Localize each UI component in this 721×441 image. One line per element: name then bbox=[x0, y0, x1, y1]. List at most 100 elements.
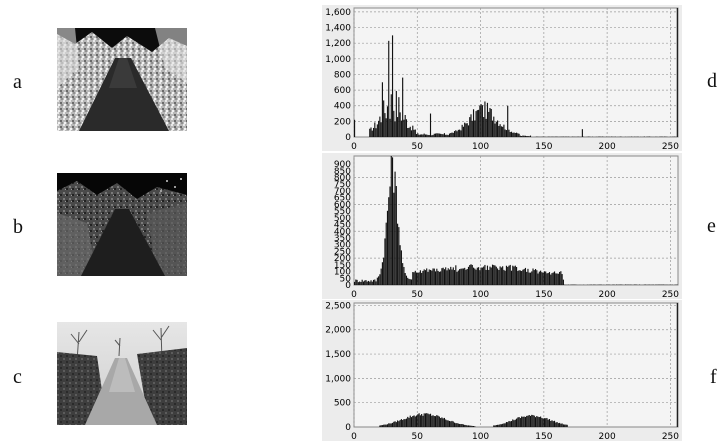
label-a: a bbox=[13, 71, 22, 93]
histogram-bar bbox=[417, 414, 419, 427]
histogram-bar bbox=[516, 267, 518, 285]
histogram-bar bbox=[421, 414, 423, 427]
histogram-bar bbox=[490, 267, 492, 285]
histogram-bar bbox=[451, 132, 453, 137]
plot-area bbox=[353, 7, 679, 138]
histogram-bar bbox=[475, 111, 477, 137]
histogram-bar bbox=[416, 134, 418, 137]
histogram-bar bbox=[523, 416, 525, 427]
histogram-bar bbox=[397, 420, 399, 427]
y-tick-label: 650 bbox=[334, 194, 351, 204]
histogram-bar bbox=[546, 417, 548, 427]
histogram-bar bbox=[538, 271, 540, 285]
histogram-bar bbox=[494, 123, 496, 137]
label-d: d bbox=[707, 70, 717, 92]
y-tick-label: 500 bbox=[334, 214, 351, 224]
histogram-bar bbox=[438, 271, 440, 285]
y-tick-label: 600 bbox=[334, 200, 351, 210]
histogram-bar bbox=[564, 424, 566, 427]
histogram-bar bbox=[528, 136, 530, 137]
histogram-bar bbox=[452, 267, 454, 285]
histogram-bar bbox=[543, 418, 545, 427]
histogram-bar bbox=[467, 125, 470, 137]
histogram-bar bbox=[561, 423, 563, 427]
histogram-bar bbox=[452, 132, 454, 137]
histogram-bar bbox=[380, 425, 382, 427]
histogram-bar bbox=[389, 118, 391, 137]
histogram-bar bbox=[385, 424, 387, 427]
histogram-bar bbox=[485, 269, 487, 285]
histogram-bar bbox=[384, 424, 386, 427]
histogram-bar bbox=[370, 280, 372, 285]
histogram-bar bbox=[541, 272, 543, 285]
histogram-bar bbox=[389, 186, 391, 285]
histogram-bar bbox=[408, 417, 410, 427]
histogram-bar bbox=[469, 265, 471, 285]
histogram-bar bbox=[435, 133, 437, 137]
y-tick-label: 400 bbox=[334, 227, 351, 237]
histogram-bar bbox=[388, 423, 390, 427]
dark-enhanced-road-image bbox=[57, 173, 187, 276]
histogram-bar bbox=[447, 135, 449, 137]
histogram-bar bbox=[526, 136, 528, 137]
x-tick-label: 250 bbox=[662, 290, 679, 299]
histogram-bar bbox=[408, 278, 410, 285]
histogram-bar bbox=[446, 420, 448, 427]
histogram-bar bbox=[456, 271, 458, 285]
y-tick-label: 1,200 bbox=[325, 39, 351, 49]
histogram-bar bbox=[423, 133, 425, 137]
histogram-bar bbox=[436, 415, 438, 427]
histogram-bar bbox=[472, 109, 475, 137]
histogram-bar bbox=[366, 281, 368, 285]
histogram-bar bbox=[381, 425, 383, 427]
histogram-bar bbox=[431, 270, 433, 285]
histogram-bar bbox=[433, 416, 435, 427]
histogram-bar bbox=[534, 417, 537, 427]
histogram-bar bbox=[413, 272, 415, 285]
histogram-bar bbox=[476, 267, 478, 285]
histogram-bar bbox=[391, 35, 394, 138]
histogram-bar bbox=[461, 423, 463, 427]
histogram-bar bbox=[426, 134, 428, 137]
histogram-bar bbox=[529, 272, 532, 285]
histogram-bar bbox=[384, 113, 386, 137]
histogram-bar bbox=[551, 420, 553, 427]
histogram-bar bbox=[414, 129, 416, 137]
histogram-bar bbox=[355, 279, 357, 285]
histogram-bar bbox=[453, 131, 456, 137]
histogram-bar bbox=[553, 420, 556, 427]
histogram-bar bbox=[410, 130, 413, 137]
histogram-bar bbox=[400, 250, 402, 285]
histogram-bar bbox=[503, 423, 505, 427]
histogram-bar bbox=[559, 271, 561, 285]
histogram-bar bbox=[399, 112, 401, 137]
histogram-bar bbox=[442, 134, 444, 137]
histogram-bar bbox=[550, 420, 552, 427]
histogram-bar bbox=[498, 269, 500, 285]
histogram-bar bbox=[490, 108, 492, 137]
histogram-bar bbox=[372, 279, 375, 285]
histogram-bar bbox=[484, 101, 486, 137]
y-tick-label: 1,000 bbox=[325, 55, 351, 65]
histogram-bar bbox=[435, 416, 437, 427]
histogram-bar bbox=[521, 271, 523, 285]
histogram-bar bbox=[457, 129, 459, 137]
histogram-bar bbox=[441, 268, 443, 285]
histogram-bar bbox=[499, 266, 501, 285]
histogram-bar bbox=[470, 425, 472, 427]
histogram-bar bbox=[390, 94, 392, 137]
histogram-bar bbox=[379, 274, 381, 285]
histogram-bar bbox=[559, 422, 561, 427]
histogram-bar bbox=[436, 133, 438, 137]
histogram-bar bbox=[438, 133, 440, 137]
histogram-bar bbox=[361, 279, 363, 285]
histogram-bar bbox=[399, 245, 401, 285]
histogram-bar bbox=[383, 257, 385, 285]
histogram-bar bbox=[508, 265, 510, 285]
y-tick-label: 50 bbox=[340, 274, 352, 284]
histogram-bar bbox=[362, 281, 364, 285]
histogram-bar bbox=[378, 120, 380, 137]
histogram-bar bbox=[485, 118, 487, 137]
histogram-bar bbox=[507, 105, 509, 137]
histogram-bar bbox=[418, 272, 420, 285]
